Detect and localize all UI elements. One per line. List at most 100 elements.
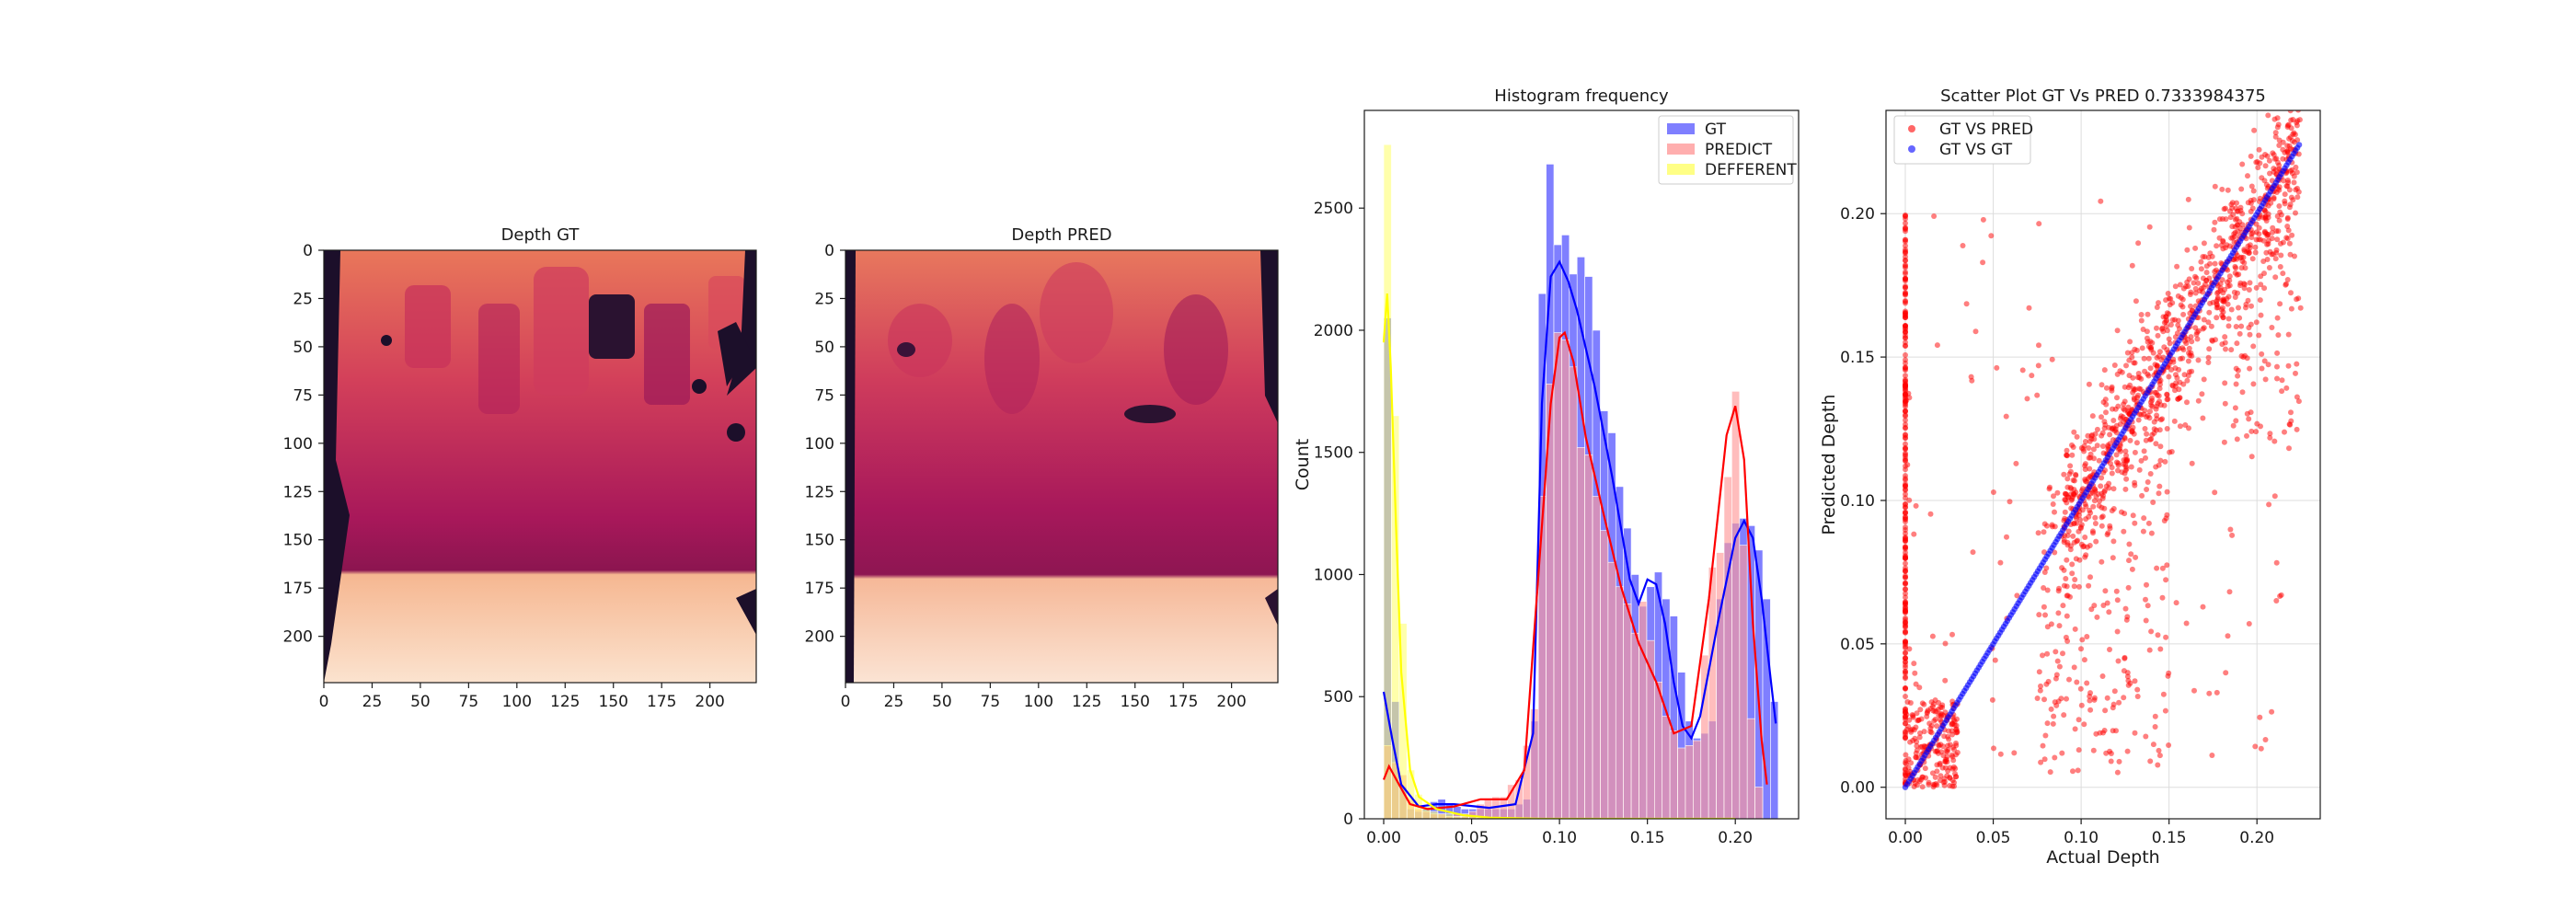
scatter-point-gt-vs-pred: [1903, 445, 1908, 452]
scatter-point-gt-vs-pred: [1907, 739, 1914, 745]
scatter-point-gt-vs-pred: [2288, 409, 2294, 416]
scatter-point-gt-vs-pred: [1992, 657, 1998, 663]
scatter-point-gt-vs-pred: [2072, 577, 2078, 582]
scatter-point-gt-vs-pred: [1905, 390, 1912, 397]
scatter-point-gt-vs-pred: [2087, 507, 2093, 513]
scatter-point-gt-vs-pred: [2176, 366, 2182, 373]
scatter-point-gt-vs-pred: [2150, 350, 2156, 356]
scatter-point-gt-vs-pred: [2294, 426, 2300, 432]
scatter-point-gt-vs-pred: [2110, 418, 2117, 423]
scatter-point-gt-vs-pred: [2172, 387, 2178, 394]
scatter-point-gt-vs-pred: [2074, 433, 2080, 440]
scatter-point-gt-vs-pred: [1914, 739, 1920, 745]
scatter-point-gt-vs-pred: [2157, 457, 2164, 464]
scatter-point-gt-vs-pred: [2122, 384, 2128, 390]
scatter-point-gt-vs-pred: [2233, 265, 2239, 271]
legend-label-gt-vs-pred: GT VS PRED: [1939, 121, 2033, 139]
scatter-point-gt-vs-pred: [2286, 445, 2292, 452]
scatter-point-gt-vs-pred: [1903, 706, 1908, 712]
scatter-point-gt-vs-pred: [1952, 765, 1959, 772]
scatter-point-gt-vs-pred: [2284, 236, 2291, 242]
scatter-point-gt-vs-pred: [2249, 256, 2256, 262]
scatter-point-gt-vs-pred: [2146, 647, 2153, 653]
scatter-point-gt-vs-pred: [1903, 357, 1908, 363]
scatter-x-ticks: 0.00 0.05 0.10 0.15 0.20: [1888, 819, 2274, 847]
scatter-point-gt-vs-pred: [1997, 559, 2004, 566]
scatter-point-gt-vs-pred: [2150, 500, 2156, 505]
scatter-point-gt-vs-pred: [2200, 604, 2206, 610]
scatter-point-gt-vs-pred: [2154, 362, 2160, 369]
scatter-point-gt-vs-pred: [2240, 354, 2247, 361]
scatter-point-gt-vs-pred: [2186, 224, 2192, 231]
scatter-point-gt-vs-pred: [2151, 430, 2157, 436]
scatter-point-gt-vs-pred: [1989, 696, 1995, 703]
scatter-point-gt-vs-pred: [1903, 638, 1908, 645]
scatter-point-gt-vs-pred: [2133, 347, 2140, 353]
scatter-point-gt-vs-pred: [2287, 251, 2294, 258]
scatter-point-gt-vs-pred: [1906, 646, 1913, 652]
scatter-point-gt-vs-pred: [2144, 431, 2150, 437]
scatter-point-gt-vs-pred: [2194, 336, 2201, 342]
scatter-point-gt-vs-pred: [1960, 243, 1966, 248]
scatter-point-gt-vs-pred: [2068, 543, 2074, 549]
scatter-point-gt-vs-pred: [2214, 243, 2220, 249]
scatter-point-gt-vs-pred: [2099, 673, 2106, 679]
legend-label-defferent: DEFFERENT: [1705, 161, 1797, 179]
scatter-point-gt-vs-pred: [1903, 431, 1908, 438]
scatter-point-gt-vs-pred: [2262, 163, 2269, 169]
y-tick-label: 25: [814, 290, 834, 308]
scatter-point-gt-vs-pred: [2174, 263, 2180, 270]
scatter-point-gt-vs-pred: [1924, 713, 1930, 719]
scatter-point-gt-vs-pred: [2221, 439, 2227, 445]
histogram-bar-predict: [1623, 604, 1632, 819]
scatter-point-gt-vs-pred: [2192, 245, 2199, 251]
scatter-point-gt-vs-pred: [2258, 312, 2264, 318]
scatter-point-gt-vs-pred: [2272, 274, 2279, 281]
scatter-point-gt-vs-pred: [1929, 770, 1936, 776]
histogram-bar-predict: [1561, 339, 1570, 819]
scatter-point-gt-vs-pred: [1942, 640, 1949, 647]
scatter-point-gt-vs-pred: [2148, 402, 2155, 408]
scatter-point-gt-vs-pred: [1903, 655, 1908, 661]
y-tick-label: 50: [814, 339, 834, 357]
scatter-point-gt-vs-pred: [2265, 362, 2271, 368]
scatter-point-gt-vs-pred: [2149, 339, 2156, 346]
scatter-ylabel: Predicted Depth: [1819, 394, 1839, 535]
scatter-point-gt-vs-pred: [2189, 460, 2195, 466]
scatter-point-gt-vs-pred: [2297, 84, 2303, 89]
scatter-point-gt-vs-pred: [2072, 626, 2078, 632]
x-tick-label: 200: [1216, 693, 1246, 711]
x-tick-label: 100: [502, 693, 532, 711]
scatter-point-gt-vs-pred: [2180, 381, 2187, 387]
scatter-point-gt-vs-pred: [2141, 448, 2147, 454]
scatter-point-gt-vs-pred: [2178, 302, 2184, 308]
scatter-point-gt-vs-pred: [1951, 746, 1957, 753]
scatter-point-gt-vs-pred: [2175, 293, 2181, 299]
scatter-point-gt-vs-pred: [2253, 236, 2260, 243]
scatter-point-gt-vs-pred: [1903, 735, 1908, 742]
scatter-point-gt-vs-gt: [2295, 142, 2303, 148]
histogram-bar-predict: [1662, 716, 1671, 819]
scatter-point-gt-vs-pred: [2258, 282, 2264, 288]
scatter-point-gt-vs-pred: [2267, 431, 2273, 437]
scatter-point-gt-vs-pred: [1903, 283, 1908, 290]
scatter-point-gt-vs-pred: [2188, 350, 2194, 356]
scatter-point-gt-vs-pred: [2212, 219, 2218, 225]
scatter-point-gt-vs-pred: [2271, 155, 2278, 162]
scatter-point-gt-vs-pred: [1934, 768, 1940, 775]
scatter-point-gt-vs-pred: [2184, 247, 2191, 253]
scatter-point-gt-vs-pred: [2114, 628, 2121, 635]
scatter-point-gt-vs-pred: [2273, 559, 2280, 566]
scatter-point-gt-vs-pred: [2040, 652, 2045, 659]
scatter-point-gt-vs-pred: [2293, 370, 2298, 376]
scatter-point-gt-vs-pred: [2041, 696, 2047, 703]
y-tick-label: 0: [824, 242, 834, 260]
scatter-point-gt-vs-pred: [2239, 161, 2246, 167]
y-tick-label: 0.05: [1840, 636, 1875, 654]
scatter-point-gt-vs-pred: [1944, 749, 1950, 755]
scatter-point-gt-vs-pred: [2086, 445, 2092, 451]
x-tick-label: 0.05: [1455, 829, 1489, 847]
scatter-point-gt-vs-pred: [1931, 718, 1938, 724]
scatter-point-gt-vs-pred: [1903, 500, 1908, 507]
histogram-ylabel: Count: [1293, 439, 1313, 490]
